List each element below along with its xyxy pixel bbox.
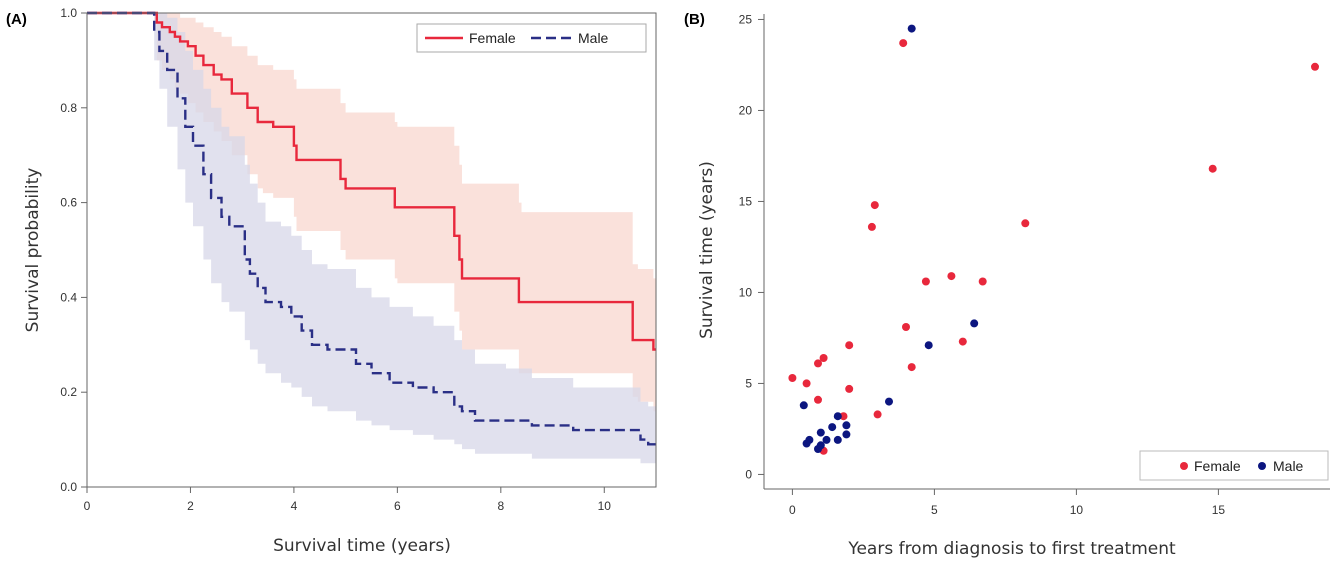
b-point-male: [816, 441, 825, 450]
b-point-female: [788, 374, 797, 382]
b-point-male: [805, 435, 814, 444]
b-point-female: [802, 379, 811, 388]
b-point-female: [947, 272, 956, 281]
a-confidence-bands: [87, 13, 656, 464]
b-point-female: [1208, 164, 1217, 173]
b-point-female: [814, 359, 822, 368]
b-x-tick-label: 10: [1070, 503, 1084, 517]
b-y-tick-label: 25: [739, 12, 753, 26]
b-y-tick-label: 15: [739, 194, 753, 208]
b-point-male: [799, 401, 808, 410]
b-point-male: [833, 435, 842, 444]
a-y-tick-label: 0.6: [60, 196, 77, 210]
a-legend-female: Female: [469, 30, 516, 46]
b-point-female: [839, 412, 848, 421]
b-y-tick-label: 5: [745, 376, 752, 390]
a-y-ticks: 0.0 0.2 0.4 0.6 0.8 1.0: [60, 6, 87, 494]
a-band-female: [87, 13, 656, 412]
a-y-tick-label: 0.0: [60, 480, 77, 494]
b-point-male: [970, 319, 979, 328]
a-x-ticks: 0 2 4 6 8 10: [84, 487, 612, 513]
b-point-male: [816, 428, 825, 437]
b-point-female: [958, 337, 967, 346]
b-point-male: [828, 423, 837, 432]
a-x-axis-label: Survival time (years): [273, 536, 451, 556]
a-x-tick-label: 6: [394, 499, 401, 513]
a-plot-frame: [86, 12, 657, 488]
a-curve-female: [87, 11, 656, 351]
a-x-tick-label: 4: [291, 499, 298, 513]
b-point-female: [902, 323, 910, 331]
a-y-tick-label: 1.0: [60, 6, 77, 20]
b-y-axis-label: Survival time (years): [697, 161, 717, 339]
b-point-male: [924, 341, 933, 350]
b-point-female: [870, 201, 879, 210]
a-x-tick-label: 8: [497, 499, 504, 513]
b-point-male: [842, 430, 851, 439]
a-y-tick-label: 0.2: [60, 385, 77, 399]
b-point-female: [1021, 219, 1030, 228]
b-x-ticks: 0 5 10 15: [789, 489, 1225, 517]
b-x-axis-label: Years from diagnosis to first treatment: [847, 539, 1176, 559]
b-point-male: [885, 397, 893, 406]
b-point-female: [845, 384, 854, 393]
b-legend-swatch-female: [1180, 462, 1188, 470]
b-point-female: [845, 341, 854, 350]
b-y-tick-label: 0: [745, 467, 752, 481]
b-point-male: [907, 24, 916, 33]
b-point-female: [867, 222, 876, 231]
b-legend-female: Female: [1194, 458, 1241, 474]
panel-b: (B) 0 5 10 15 0 5 10 15 20 25 Years from diagnos…: [684, 11, 1330, 559]
a-curve-male: [87, 11, 656, 446]
b-legend-box: [1139, 450, 1329, 481]
a-survival-curves: [87, 11, 656, 446]
b-x-tick-label: 5: [931, 503, 938, 517]
b-point-female: [921, 277, 930, 286]
a-x-tick-label: 0: [84, 499, 91, 513]
a-x-tick-label: 2: [187, 499, 194, 513]
a-y-axis-label: Survival probability: [23, 168, 43, 333]
b-point-female: [907, 363, 916, 372]
a-y-tick-label: 0.8: [60, 101, 77, 115]
b-point-female: [1311, 62, 1319, 71]
b-y-ticks: 0 5 10 15 20 25: [739, 12, 764, 481]
panel-b-label: (B): [684, 11, 705, 28]
b-point-female: [819, 354, 828, 362]
b-point-male: [822, 435, 831, 444]
b-point-male: [833, 412, 842, 421]
b-y-tick-label: 10: [739, 285, 753, 299]
a-legend: Female Male: [416, 23, 647, 53]
b-legend-swatch-male: [1258, 462, 1266, 470]
b-point-female: [978, 277, 987, 286]
panel-a: (A) 0 2 4 6 8 10 0.0 0.2 0.4 0.6 0.8 1.0 Survival …: [6, 6, 657, 556]
b-point-female: [814, 395, 822, 404]
a-band-male: [87, 13, 656, 464]
b-legend-male: Male: [1273, 458, 1304, 474]
b-scatter-points: [788, 24, 1319, 455]
b-y-tick-label: 20: [739, 103, 753, 117]
a-x-tick-label: 10: [598, 499, 612, 513]
b-point-female: [873, 410, 882, 419]
b-point-female: [899, 39, 908, 48]
b-x-tick-label: 0: [789, 503, 796, 517]
a-legend-male: Male: [578, 30, 609, 46]
b-legend: Female Male: [1139, 450, 1329, 481]
b-x-tick-label: 15: [1212, 503, 1226, 517]
panel-a-label: (A): [6, 11, 27, 28]
a-y-tick-label: 0.4: [60, 290, 77, 304]
b-point-male: [842, 421, 851, 430]
